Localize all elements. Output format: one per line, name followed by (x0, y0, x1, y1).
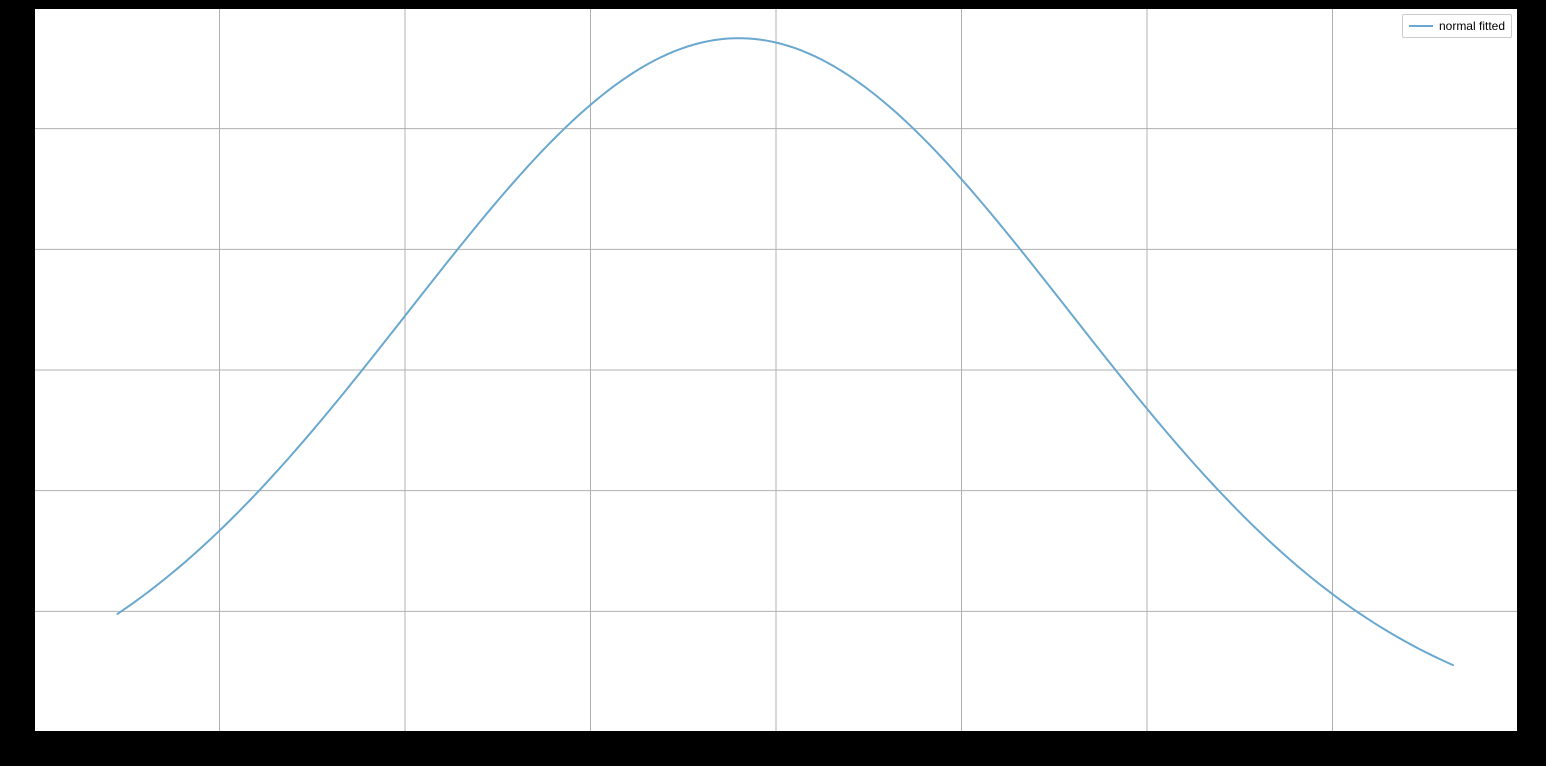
legend-swatch (1409, 25, 1433, 27)
chart-axes: normal fitted (34, 8, 1518, 732)
axes-spine-right (1517, 8, 1518, 732)
axes-spine-top (34, 8, 1518, 9)
axes-spine-bottom (34, 731, 1518, 732)
axes-spine-left (34, 8, 35, 732)
legend: normal fitted (1402, 14, 1512, 38)
plot-svg (34, 8, 1518, 732)
legend-label: normal fitted (1439, 19, 1505, 33)
figure: normal fitted (0, 0, 1546, 766)
